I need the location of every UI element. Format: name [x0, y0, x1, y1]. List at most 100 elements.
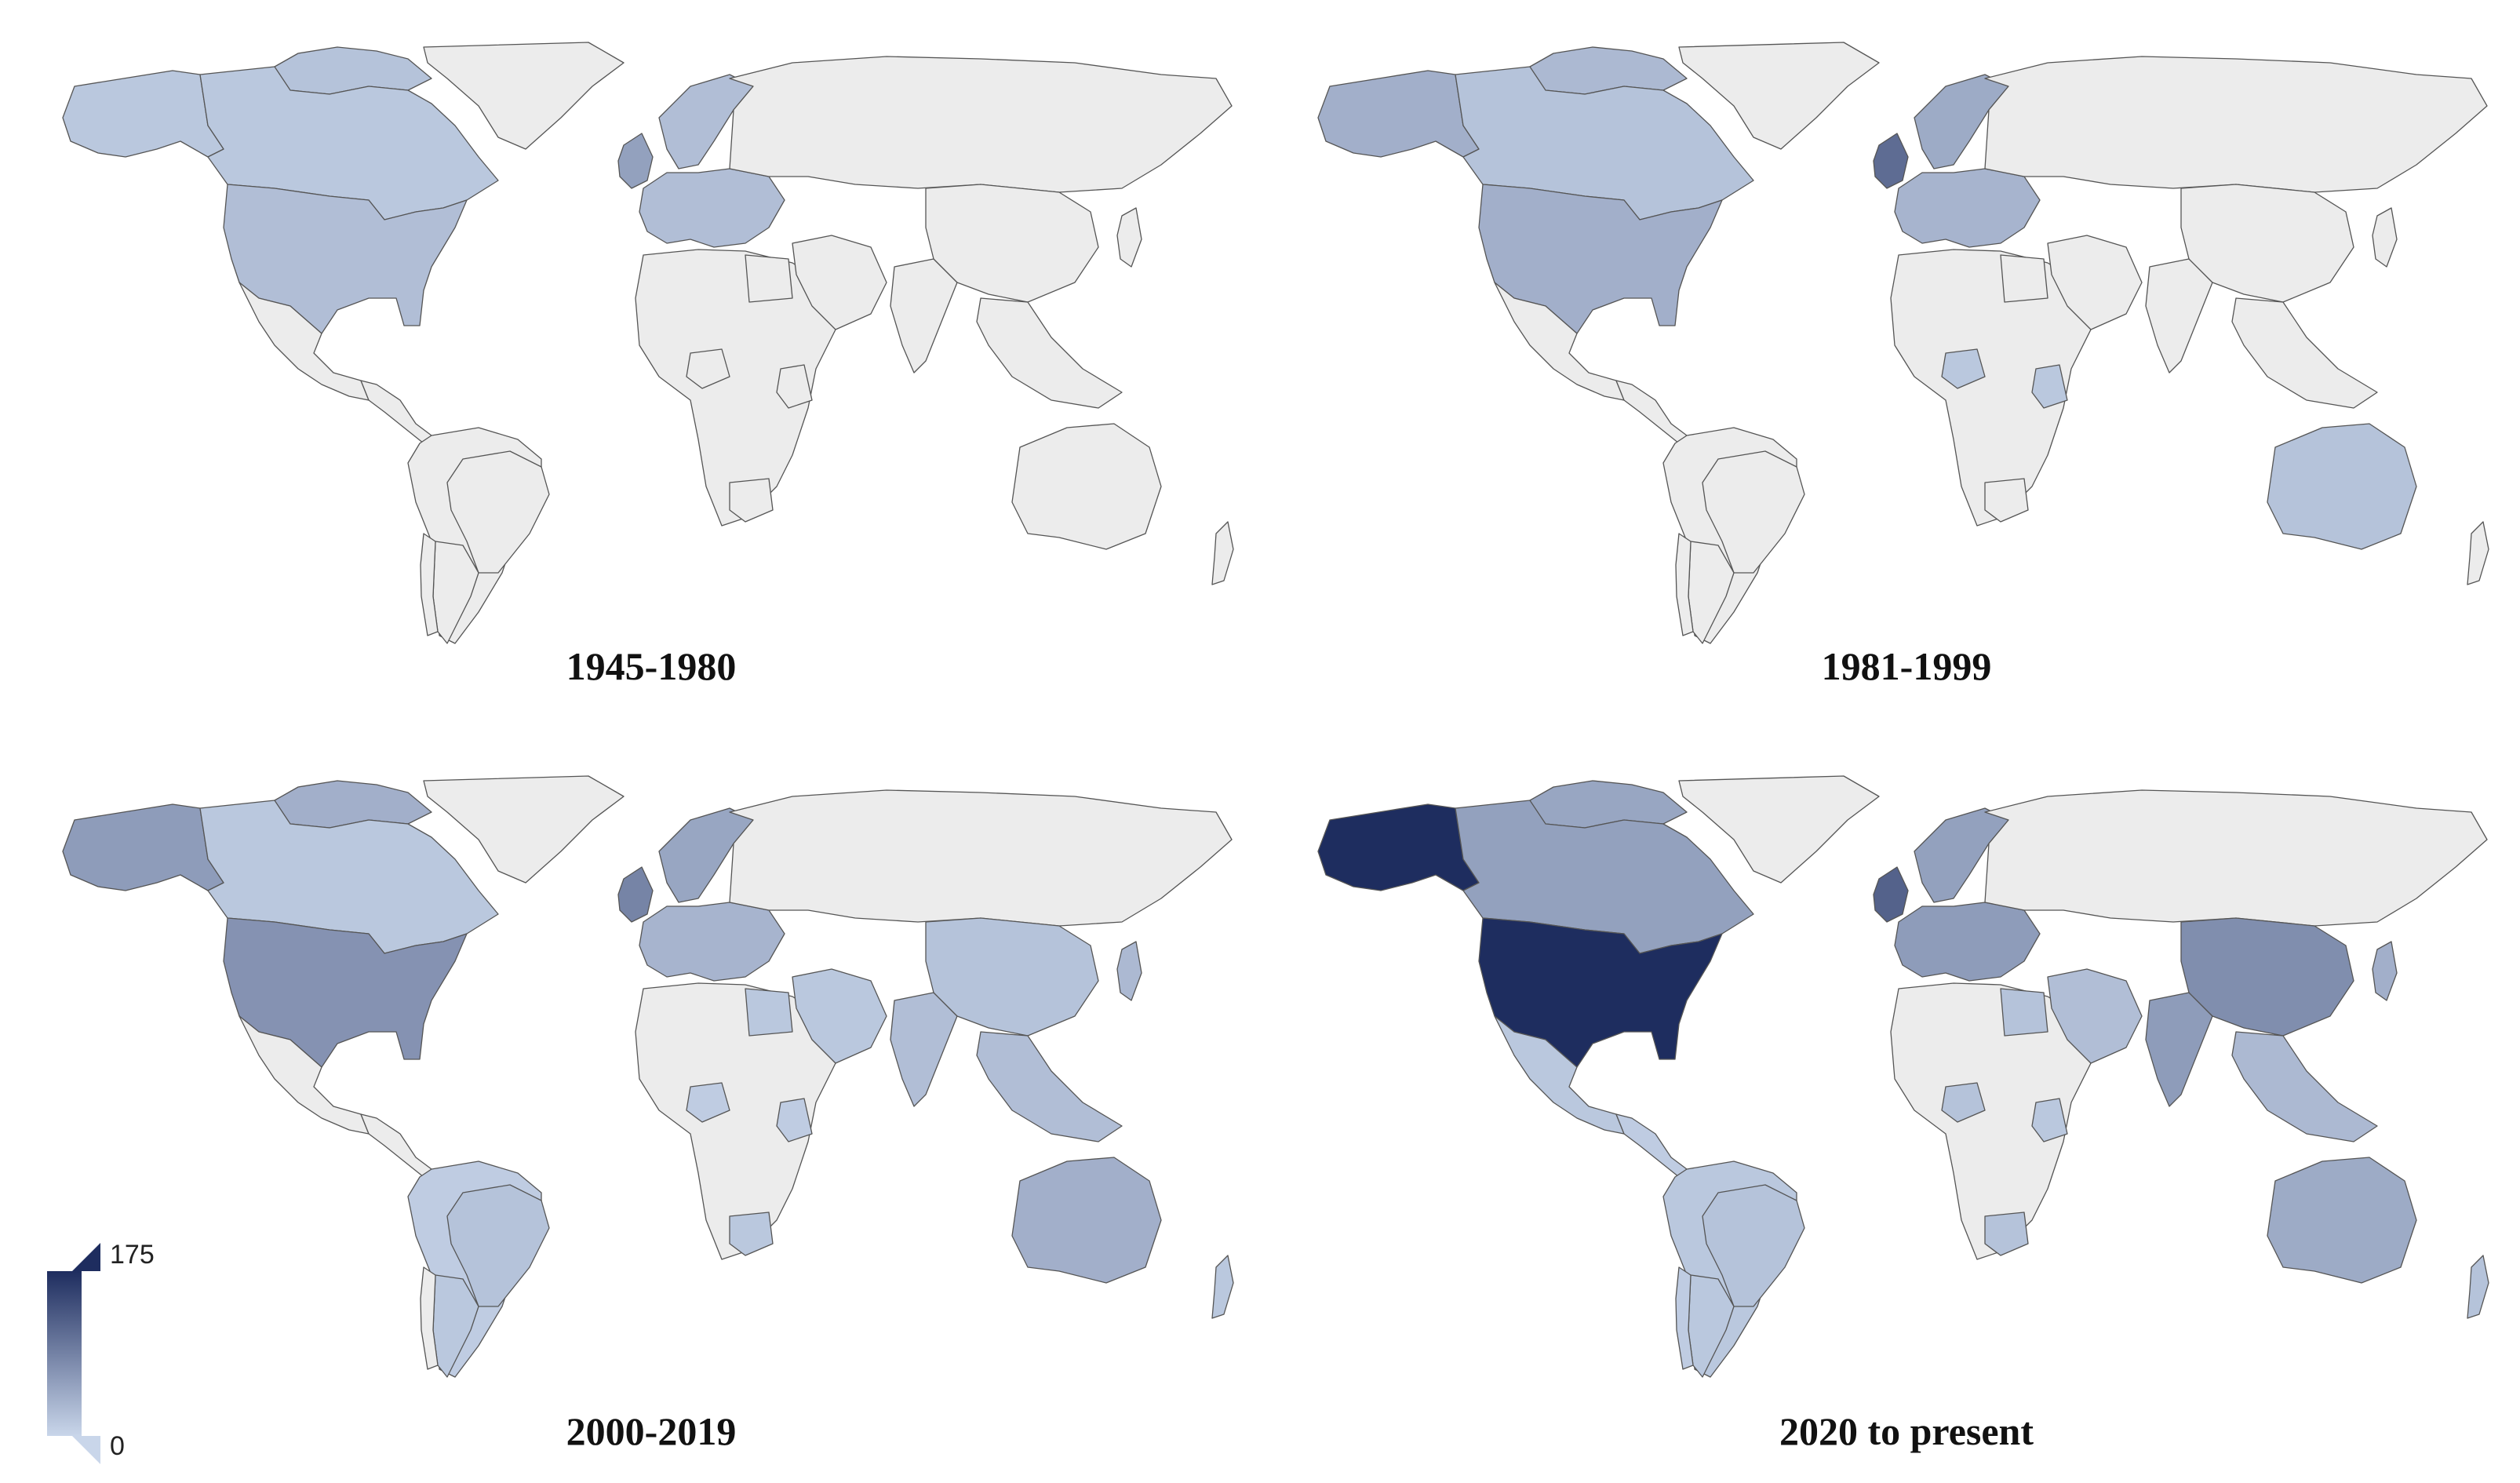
region-greenland — [1678, 42, 1880, 150]
region-arctic — [1525, 46, 1688, 95]
region-china — [2180, 917, 2354, 1037]
region-greenland — [423, 42, 625, 150]
region-southeast-asia — [2231, 1031, 2378, 1142]
region-africa — [1890, 982, 2096, 1260]
region-nigeria — [1941, 348, 1986, 389]
legend-max-handle — [72, 1243, 100, 1271]
region-japan — [1116, 941, 1142, 1001]
region-south-africa — [1984, 1212, 2029, 1256]
panel-title: 2000-2019 — [566, 1409, 737, 1453]
map-panel-1945-1980: 1945-1980 — [39, 31, 1263, 706]
region-chile — [1675, 1266, 1694, 1370]
region-central-america — [360, 380, 432, 444]
region-scandinavia — [1914, 807, 2009, 903]
region-greenland — [1678, 775, 1880, 884]
region-central-america — [1615, 1113, 1688, 1178]
region-egypt — [2000, 988, 2048, 1037]
region-greenland — [423, 775, 625, 884]
legend-max-label: 175 — [110, 1240, 155, 1270]
region-south-africa — [1984, 478, 2029, 523]
region-china — [2180, 184, 2354, 303]
region-south-africa — [729, 478, 774, 523]
legend-min-label: 0 — [110, 1431, 125, 1461]
region-australia — [2267, 423, 2417, 550]
region-kenya — [2031, 1098, 2068, 1142]
region-alaska — [1317, 803, 1480, 891]
region-middle-east — [792, 235, 887, 330]
region-arctic — [1525, 780, 1688, 829]
region-russia — [1984, 56, 2488, 193]
region-europe — [1894, 902, 2041, 982]
region-egypt — [745, 988, 793, 1037]
world-map — [62, 42, 1234, 644]
region-china — [925, 917, 1099, 1037]
map-panel-1981-1999: 1981-1999 — [1295, 31, 2518, 706]
region-nigeria — [686, 1082, 730, 1123]
region-middle-east — [2047, 235, 2143, 330]
region-uk — [1873, 133, 1909, 189]
region-chile — [420, 533, 439, 636]
region-europe — [639, 902, 785, 982]
map-panel-2000-2019: 2000-2019 — [39, 765, 1263, 1453]
region-scandinavia — [658, 74, 754, 169]
region-egypt — [2000, 254, 2048, 303]
region-india — [890, 258, 958, 373]
region-japan — [2372, 941, 2398, 1001]
region-new-zealand — [1211, 1255, 1234, 1319]
region-new-zealand — [2467, 521, 2489, 585]
region-alaska — [1317, 70, 1480, 158]
panel-title: 1981-1999 — [1821, 644, 1992, 688]
region-africa — [635, 249, 840, 527]
region-kenya — [776, 364, 813, 409]
region-uk — [617, 866, 654, 923]
region-scandinavia — [658, 807, 754, 903]
region-kenya — [2031, 364, 2068, 409]
region-southeast-asia — [976, 1031, 1123, 1142]
region-southeast-asia — [2231, 297, 2378, 409]
region-middle-east — [792, 968, 887, 1064]
region-russia — [729, 789, 1233, 927]
region-arctic — [270, 780, 432, 829]
world-map — [62, 775, 1234, 1378]
legend-min-handle — [72, 1436, 100, 1464]
region-africa — [1890, 249, 2096, 527]
region-china — [925, 184, 1099, 303]
region-kenya — [776, 1098, 813, 1142]
region-arctic — [270, 46, 432, 95]
region-australia — [1011, 423, 1162, 550]
region-brazil — [1702, 1184, 1805, 1307]
region-chile — [420, 1266, 439, 1370]
region-middle-east — [2047, 968, 2143, 1064]
region-nigeria — [686, 348, 730, 389]
region-south-africa — [729, 1212, 774, 1256]
region-central-america — [1615, 380, 1688, 444]
region-chile — [1675, 533, 1694, 636]
region-india — [2145, 992, 2213, 1107]
region-russia — [1984, 789, 2488, 927]
panel-title: 1945-1980 — [566, 644, 737, 688]
region-scandinavia — [1914, 74, 2009, 169]
region-new-zealand — [2467, 1255, 2489, 1319]
region-brazil — [446, 1184, 550, 1307]
region-egypt — [745, 254, 793, 303]
region-central-america — [360, 1113, 432, 1178]
legend-gradient-bar — [47, 1243, 100, 1464]
region-japan — [1116, 207, 1142, 268]
region-india — [890, 992, 958, 1107]
color-legend: 175 0 — [38, 1240, 195, 1475]
region-uk — [1873, 866, 1909, 923]
region-uk — [617, 133, 654, 189]
region-india — [2145, 258, 2213, 373]
region-nigeria — [1941, 1082, 1986, 1123]
region-japan — [2372, 207, 2398, 268]
region-australia — [1011, 1157, 1162, 1284]
world-map — [1317, 42, 2489, 644]
region-europe — [639, 168, 785, 248]
region-africa — [635, 982, 840, 1260]
region-alaska — [62, 70, 224, 158]
region-new-zealand — [1211, 521, 1234, 585]
region-russia — [729, 56, 1233, 193]
region-europe — [1894, 168, 2041, 248]
region-southeast-asia — [976, 297, 1123, 409]
panel-title: 2020 to present — [1779, 1409, 2034, 1453]
